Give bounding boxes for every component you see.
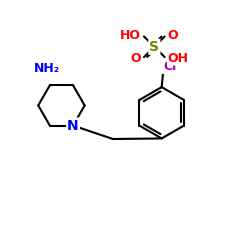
Text: NH₂: NH₂ xyxy=(34,62,60,75)
Text: HO: HO xyxy=(120,29,141,42)
Text: N: N xyxy=(67,118,79,132)
Text: O: O xyxy=(130,52,141,65)
Text: S: S xyxy=(149,40,159,54)
Text: O: O xyxy=(168,29,178,42)
Text: OH: OH xyxy=(168,52,189,65)
Text: Cl: Cl xyxy=(164,60,177,73)
